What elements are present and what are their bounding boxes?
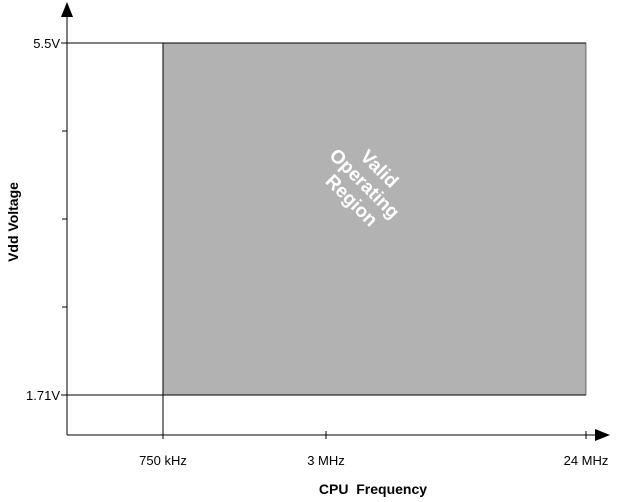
x-tick-label: 750 kHz (139, 453, 187, 468)
x-tick-label: 24 MHz (564, 453, 609, 468)
y-axis-title: Vdd Voltage (5, 182, 21, 262)
valid-operating-region (163, 43, 586, 395)
y-axis-arrow (61, 2, 73, 17)
y-tick-label: 1.71V (26, 388, 60, 403)
y-tick-label: 5.5V (33, 36, 60, 51)
x-axis-arrow (595, 429, 610, 441)
x-tick-label: 3 MHz (307, 453, 345, 468)
x-axis-title: CPU Frequency (319, 481, 427, 497)
